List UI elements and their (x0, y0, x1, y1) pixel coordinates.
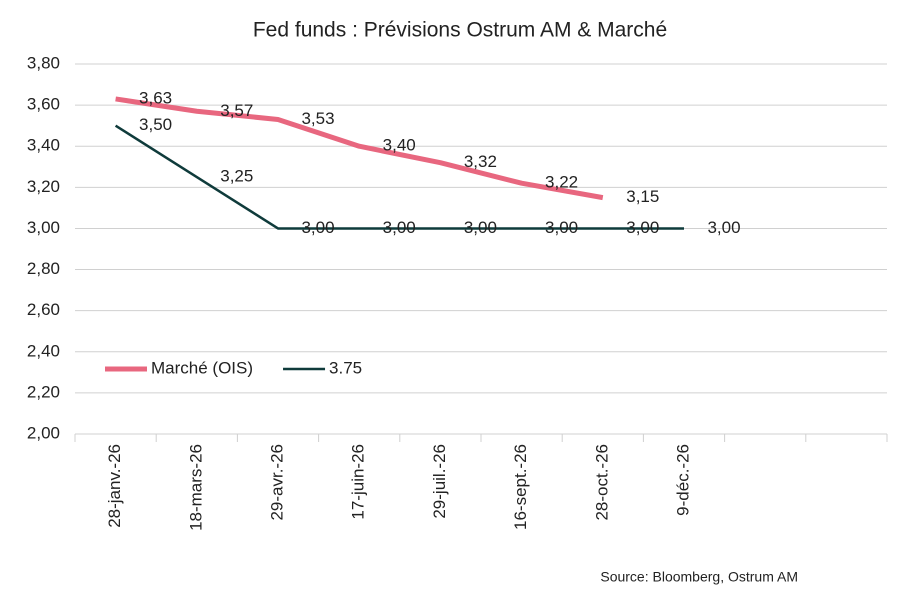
data-label: 3,00 (301, 218, 334, 237)
x-tick-label: 29-avr.-26 (267, 444, 286, 521)
y-tick-label: 2,40 (27, 341, 60, 360)
x-tick-label: 9-déc.-26 (673, 444, 692, 516)
legend-label: Marché (OIS) (151, 358, 253, 377)
data-label: 3,63 (139, 88, 172, 107)
data-label: 3,00 (383, 218, 416, 237)
x-tick-label: 29-juil.-26 (430, 444, 449, 519)
data-label: 3,22 (545, 173, 578, 192)
y-tick-label: 2,20 (27, 382, 60, 401)
y-tick-label: 3,80 (27, 53, 60, 72)
x-tick-label: 18-mars-26 (186, 444, 205, 531)
y-tick-label: 2,00 (27, 423, 60, 442)
data-label: 3,00 (707, 218, 740, 237)
y-tick-label: 2,80 (27, 259, 60, 278)
series-line (114, 124, 684, 230)
data-label: 3,40 (383, 136, 416, 155)
series-line (115, 96, 604, 201)
y-tick-label: 3,60 (27, 95, 60, 114)
data-label: 3,00 (464, 218, 497, 237)
y-tick-label: 3,00 (27, 218, 60, 237)
x-tick-label: 28-oct.-26 (592, 444, 611, 521)
chart-title: Fed funds : Prévisions Ostrum AM & March… (253, 19, 667, 42)
x-tick-label: 16-sept.-26 (511, 444, 530, 530)
y-tick-label: 2,60 (27, 300, 60, 319)
data-label: 3,25 (220, 167, 253, 186)
y-tick-label: 3,20 (27, 177, 60, 196)
data-label: 3,00 (545, 218, 578, 237)
x-tick-label: 17-juin-26 (349, 444, 368, 520)
data-label: 3,53 (301, 109, 334, 128)
data-label: 3,00 (626, 218, 659, 237)
data-label: 3,15 (626, 187, 659, 206)
data-label: 3,32 (464, 152, 497, 171)
data-label: 3,50 (139, 115, 172, 134)
source: Source: Bloomberg, Ostrum AM (600, 569, 798, 585)
legend-label: 3.75 (329, 358, 362, 377)
x-tick-label: 28-janv.-26 (105, 444, 124, 528)
y-tick-label: 3,40 (27, 136, 60, 155)
data-label: 3,57 (220, 101, 253, 120)
